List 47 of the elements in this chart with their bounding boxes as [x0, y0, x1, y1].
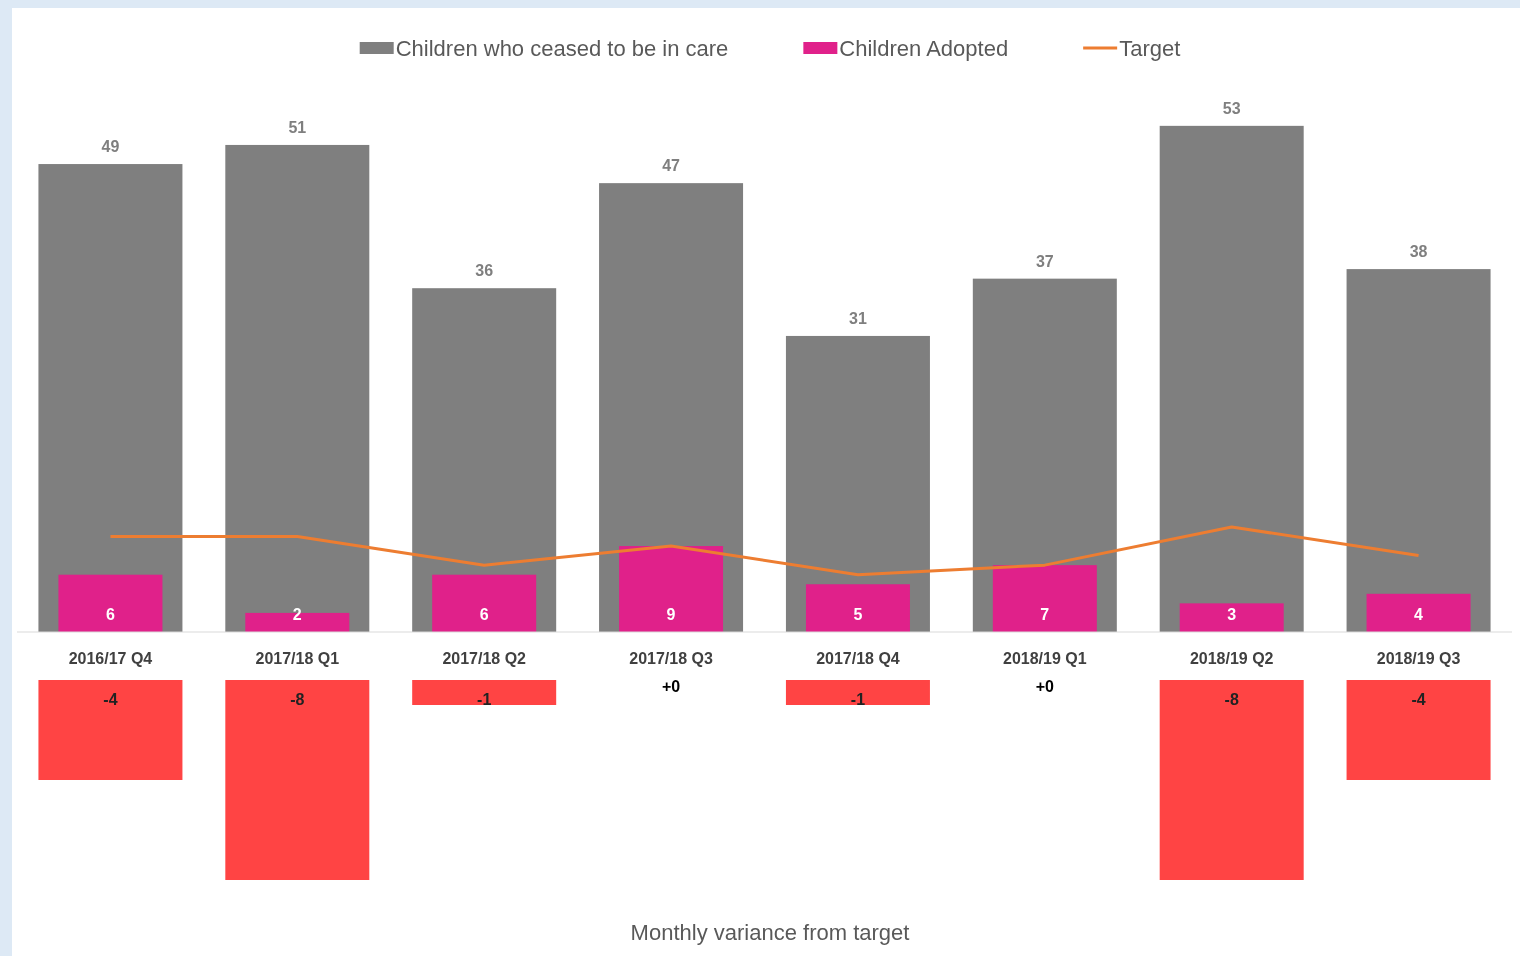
data-label: +0	[1035, 678, 1055, 695]
data-label: -4	[103, 691, 118, 708]
data-label: -1	[477, 691, 492, 708]
data-label: +0	[661, 678, 681, 695]
data-label: -1	[850, 691, 866, 708]
data-label: 3	[1227, 606, 1237, 623]
x-axis-title: Monthly variance from target	[630, 920, 910, 945]
data-label: 38	[1409, 243, 1428, 261]
legend-label: Children who ceased to be in care	[395, 36, 729, 61]
legend-label: Target	[1119, 36, 1181, 61]
data-label: 6	[105, 606, 115, 623]
bar	[805, 584, 910, 632]
x-tick-label: 2017/18 Q3	[629, 650, 713, 667]
data-label: 9	[666, 606, 676, 623]
data-label: 2	[292, 606, 302, 623]
bar	[1179, 603, 1284, 632]
bar	[38, 164, 183, 632]
data-label: 4	[1414, 606, 1424, 623]
data-label: 37	[1035, 252, 1054, 270]
x-tick-label: 2018/19 Q2	[1189, 650, 1274, 667]
x-tick-label: 2016/17 Q4	[68, 650, 153, 667]
data-label: 53	[1222, 99, 1241, 117]
bar	[1346, 269, 1491, 632]
data-label: 7	[1040, 606, 1050, 623]
x-tick-label: 2017/18 Q4	[816, 650, 900, 667]
x-tick-label: 2018/19 Q3	[1376, 650, 1461, 667]
bar	[58, 574, 163, 632]
bar	[432, 574, 537, 632]
data-label: -8	[1224, 691, 1239, 708]
x-tick-label: 2017/18 Q1	[255, 650, 340, 667]
data-label: 36	[475, 262, 494, 280]
bar	[1159, 125, 1304, 632]
bar	[619, 546, 724, 632]
data-label: 6	[479, 606, 489, 623]
x-tick-label: 2017/18 Q2	[442, 650, 527, 667]
data-label: 47	[662, 157, 681, 175]
data-label: -4	[1411, 691, 1426, 708]
bar	[992, 565, 1097, 632]
bar	[225, 144, 370, 632]
data-label: -8	[290, 691, 305, 708]
x-tick-label: 2018/19 Q1	[1003, 650, 1087, 667]
data-label: 49	[101, 138, 120, 156]
data-label: 5	[853, 606, 863, 623]
data-label: 31	[849, 309, 867, 327]
data-label: 51	[288, 118, 307, 136]
bar	[1366, 593, 1471, 632]
legend-label: Children Adopted	[839, 36, 1009, 61]
